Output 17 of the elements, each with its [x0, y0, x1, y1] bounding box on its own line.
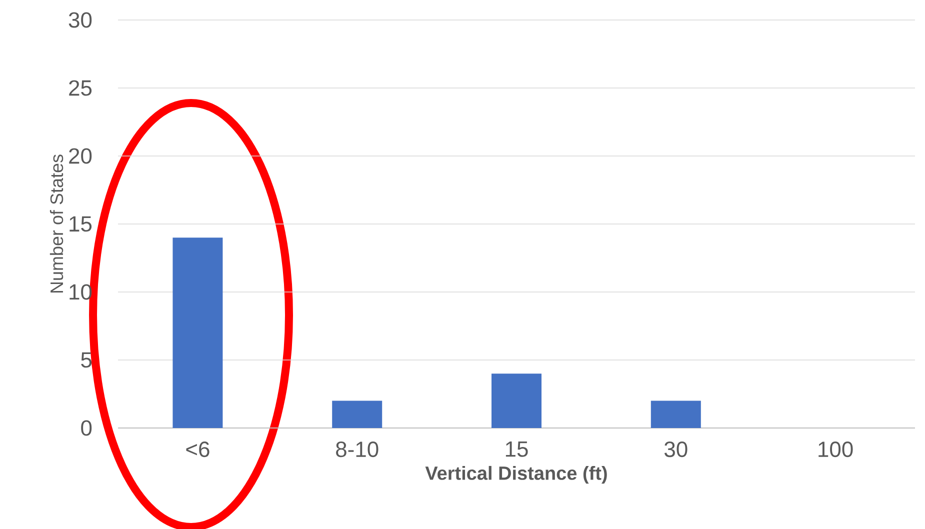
x-tick-label: <6: [186, 442, 210, 458]
bar: [492, 374, 542, 428]
bar: [650, 400, 701, 428]
y-axis-title: Number of States: [50, 154, 64, 293]
bar: [172, 238, 223, 428]
y-tick-label: 5: [81, 352, 92, 368]
x-tick-label: 30: [664, 442, 688, 458]
y-tick-label: 0: [81, 420, 92, 436]
y-tick-label: 15: [70, 216, 92, 232]
y-tick-label: 30: [68, 12, 92, 28]
bar: [332, 400, 382, 428]
x-tick-label: 100: [818, 442, 853, 458]
x-tick-label: 15: [506, 442, 528, 457]
x-axis-title: Vertical Distance (ft): [425, 466, 607, 484]
y-tick-label: 25: [69, 80, 92, 96]
y-tick-label: 20: [69, 148, 92, 164]
x-tick-label: 8-10: [336, 442, 378, 458]
